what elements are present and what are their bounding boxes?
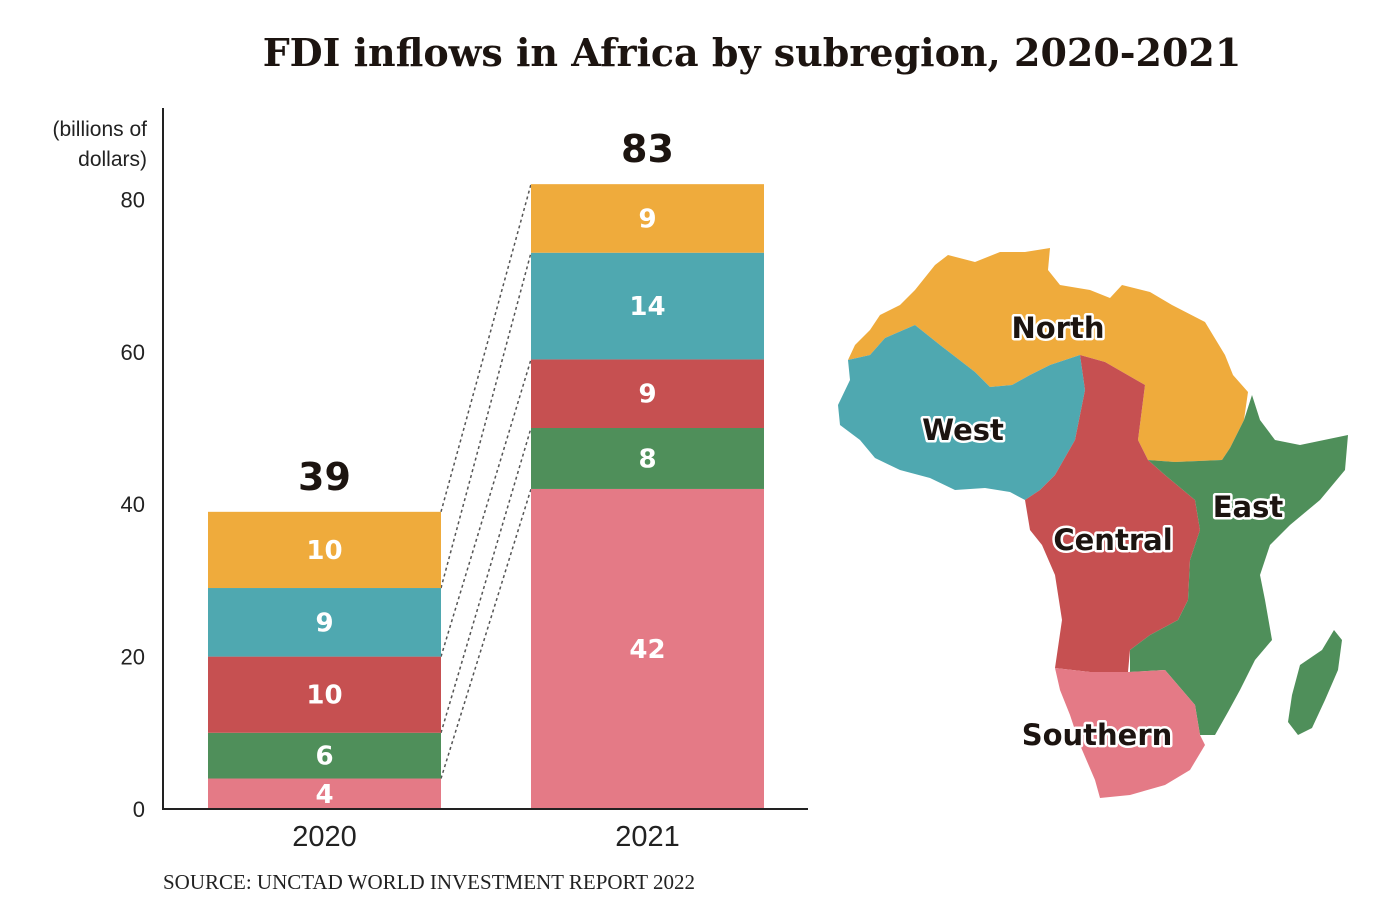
bar-labels: 4 6 10 9 10 39 42 8 9 14 9 83	[298, 127, 674, 810]
connector-line	[440, 488, 532, 779]
y-tick-label: 40	[121, 492, 145, 517]
connector-line	[440, 359, 532, 657]
map-label-north: North	[1011, 311, 1104, 345]
africa-subregion-map: North West Central East Southern	[838, 248, 1348, 798]
source-note: SOURCE: UNCTAD WORLD INVESTMENT REPORT 2…	[163, 870, 695, 894]
segment-value-label: 8	[638, 444, 656, 474]
y-tick-label: 0	[133, 797, 145, 822]
bar-total-label: 39	[298, 455, 351, 499]
bar-segment-central-2021	[531, 359, 764, 428]
segment-value-label: 14	[629, 292, 665, 322]
segment-value-label: 9	[638, 380, 656, 410]
map-region-east	[1130, 395, 1348, 735]
bar-total-label: 83	[621, 127, 674, 171]
segment-value-label: 4	[315, 780, 333, 810]
y-tick-label: 80	[121, 187, 145, 212]
bar-segment-west-2021	[531, 252, 764, 360]
map-label-west: West	[922, 413, 1004, 447]
y-axis-unit-line-1: (billions of	[52, 118, 147, 141]
x-axis-ticks: 2020 2021	[292, 821, 680, 853]
map-region-southern	[1055, 668, 1205, 798]
x-tick-label: 2021	[615, 821, 680, 853]
bar-segment-southern-2020	[208, 778, 441, 809]
connector-line	[440, 183, 532, 513]
bar-connectors	[440, 183, 532, 779]
y-axis-ticks: 0 20 40 60 80	[121, 187, 145, 822]
segment-value-label: 9	[315, 608, 333, 638]
map-region-central	[1025, 355, 1200, 672]
bar-segment-north-2021	[531, 184, 764, 253]
bar-segment-southern-2021	[531, 488, 764, 809]
segment-value-label: 42	[629, 635, 665, 665]
map-madagascar	[1288, 630, 1342, 735]
map-region-north	[848, 248, 1248, 462]
bar-segment-central-2020	[208, 656, 441, 733]
segment-value-label: 6	[315, 742, 333, 772]
map-label-southern: Southern	[1022, 718, 1173, 752]
y-tick-label: 20	[121, 645, 145, 670]
x-tick-label: 2020	[292, 821, 357, 853]
connector-line	[440, 427, 532, 734]
bar-segment-east-2020	[208, 732, 441, 779]
segment-value-label: 9	[638, 204, 656, 234]
segment-value-label: 10	[306, 536, 342, 566]
map-label-central: Central	[1053, 523, 1172, 557]
segment-value-label: 10	[306, 681, 342, 711]
map-label-east: East	[1213, 490, 1284, 524]
y-axis-unit-line-2: dollars)	[78, 148, 147, 171]
bar-segment-east-2021	[531, 428, 764, 489]
chart-title: FDI inflows in Africa by subregion, 2020…	[263, 30, 1242, 75]
bar-segment-west-2020	[208, 588, 441, 657]
bar-segment-north-2020	[208, 511, 441, 589]
y-tick-label: 60	[121, 340, 145, 365]
map-region-west	[838, 325, 1085, 500]
connector-line	[440, 252, 532, 589]
stacked-bars	[208, 184, 764, 809]
